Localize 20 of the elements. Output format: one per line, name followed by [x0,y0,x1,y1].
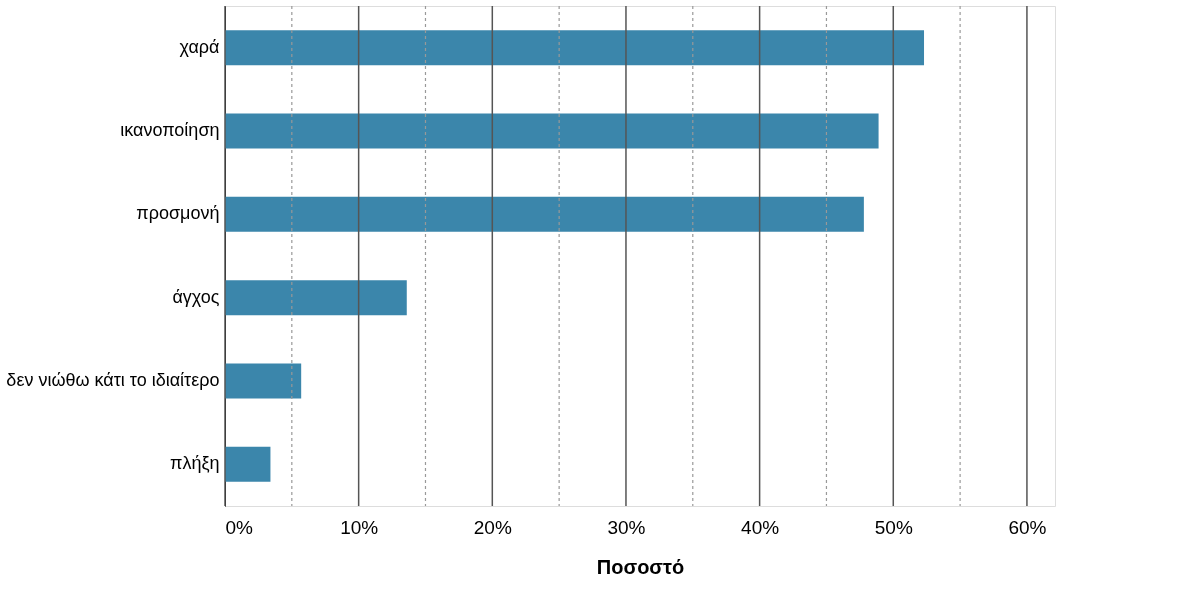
x-tick-label: 30% [607,516,646,538]
x-tick-label: 50% [874,516,913,538]
x-tick-label: 40% [741,516,780,538]
bar [225,113,879,149]
y-tick-label: χαρά [179,36,220,57]
bar [225,363,302,399]
bar [225,446,271,482]
y-tick-label: άγχος [172,286,220,307]
x-axis-title: Ποσοστό [596,555,685,578]
bar [225,280,407,316]
y-tick-label: προσμονή [136,203,220,224]
y-tick-label: πλήξη [170,453,220,474]
y-tick-label: δεν νιώθω κάτι το ιδιαίτερο [6,370,220,390]
bar [225,196,864,232]
y-tick-label: ικανοποίηση [120,120,220,140]
x-tick-label: 10% [340,516,379,538]
bar [225,30,925,66]
x-tick-label: 0% [225,516,254,538]
x-tick-label: 60% [1008,516,1047,538]
x-tick-label: 20% [473,516,512,538]
